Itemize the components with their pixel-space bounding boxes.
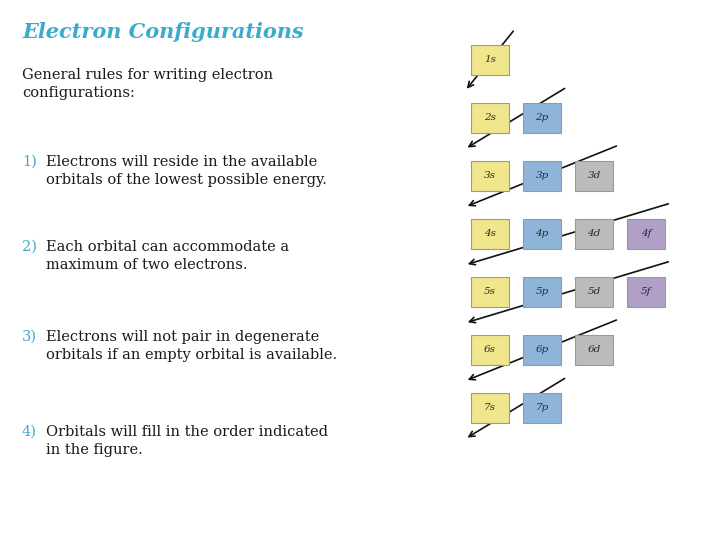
FancyBboxPatch shape	[471, 45, 509, 75]
Text: 3d: 3d	[588, 172, 600, 180]
Text: Orbitals will fill in the order indicated
in the figure.: Orbitals will fill in the order indicate…	[46, 425, 328, 457]
FancyBboxPatch shape	[471, 161, 509, 191]
FancyBboxPatch shape	[471, 393, 509, 423]
FancyBboxPatch shape	[523, 277, 561, 307]
Text: 2): 2)	[22, 240, 37, 254]
Text: 4p: 4p	[536, 230, 549, 239]
Text: 3): 3)	[22, 330, 37, 344]
FancyBboxPatch shape	[523, 219, 561, 249]
FancyBboxPatch shape	[575, 335, 613, 365]
FancyBboxPatch shape	[575, 161, 613, 191]
Text: 5s: 5s	[484, 287, 496, 296]
Text: Electrons will not pair in degenerate
orbitals if an empty orbital is available.: Electrons will not pair in degenerate or…	[46, 330, 337, 362]
Text: 6s: 6s	[484, 346, 496, 354]
FancyBboxPatch shape	[471, 219, 509, 249]
FancyBboxPatch shape	[523, 335, 561, 365]
Text: 5d: 5d	[588, 287, 600, 296]
Text: General rules for writing electron
configurations:: General rules for writing electron confi…	[22, 68, 273, 100]
Text: 4): 4)	[22, 425, 37, 439]
Text: 5f: 5f	[641, 287, 652, 296]
Text: 2s: 2s	[484, 113, 496, 123]
FancyBboxPatch shape	[471, 277, 509, 307]
Text: 1s: 1s	[484, 56, 496, 64]
FancyBboxPatch shape	[627, 219, 665, 249]
FancyBboxPatch shape	[627, 277, 665, 307]
Text: 7s: 7s	[484, 403, 496, 413]
Text: 6p: 6p	[536, 346, 549, 354]
Text: 7p: 7p	[536, 403, 549, 413]
Text: 5p: 5p	[536, 287, 549, 296]
FancyBboxPatch shape	[575, 277, 613, 307]
Text: Electron Configurations: Electron Configurations	[22, 22, 304, 42]
FancyBboxPatch shape	[523, 103, 561, 133]
Text: 2p: 2p	[536, 113, 549, 123]
Text: 3p: 3p	[536, 172, 549, 180]
Text: 4d: 4d	[588, 230, 600, 239]
Text: 4f: 4f	[641, 230, 652, 239]
FancyBboxPatch shape	[471, 103, 509, 133]
Text: 6d: 6d	[588, 346, 600, 354]
Text: 4s: 4s	[484, 230, 496, 239]
Text: 3s: 3s	[484, 172, 496, 180]
FancyBboxPatch shape	[575, 219, 613, 249]
Text: Each orbital can accommodate a
maximum of two electrons.: Each orbital can accommodate a maximum o…	[46, 240, 289, 272]
FancyBboxPatch shape	[523, 161, 561, 191]
Text: Electrons will reside in the available
orbitals of the lowest possible energy.: Electrons will reside in the available o…	[46, 155, 327, 187]
FancyBboxPatch shape	[471, 335, 509, 365]
FancyBboxPatch shape	[523, 393, 561, 423]
Text: 1): 1)	[22, 155, 37, 169]
